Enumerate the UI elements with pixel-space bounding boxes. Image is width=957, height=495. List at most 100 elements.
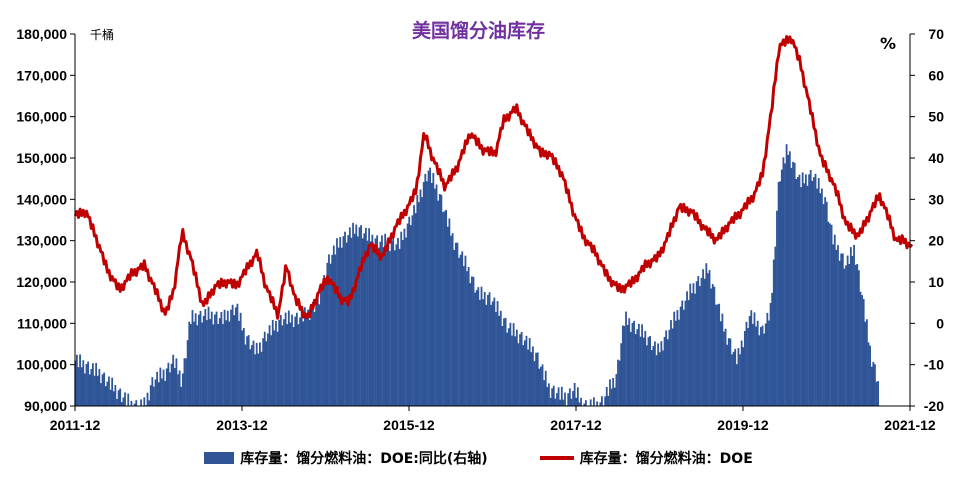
bar	[721, 313, 724, 406]
x-tick-label: 2015-12	[383, 417, 435, 433]
bar	[641, 324, 643, 406]
bar	[364, 227, 367, 406]
bar	[448, 218, 451, 406]
bar	[552, 385, 555, 406]
bar	[217, 323, 220, 406]
bar	[610, 388, 613, 406]
left-tick-label: 110,000	[17, 315, 67, 331]
bar	[747, 328, 749, 406]
bar	[792, 161, 794, 406]
bar	[684, 300, 687, 406]
bar	[687, 300, 690, 406]
bar	[247, 335, 250, 406]
bar	[453, 249, 456, 406]
bar	[845, 265, 847, 406]
bar	[352, 222, 354, 406]
bar	[366, 240, 369, 406]
right-tick-label: 20	[928, 233, 944, 249]
x-tick-label: 2017-12	[550, 417, 602, 433]
bar	[849, 247, 852, 406]
bar	[456, 242, 459, 406]
legend-item-line: 库存量：馏分燃料油：DOE	[539, 448, 753, 468]
bar	[305, 318, 308, 406]
bar	[173, 368, 176, 406]
bar	[241, 330, 244, 406]
bar	[371, 234, 374, 406]
bar	[729, 338, 732, 406]
line-series	[73, 35, 914, 320]
bar	[472, 276, 475, 406]
bar	[80, 367, 83, 406]
bar	[88, 374, 91, 406]
bar	[254, 354, 256, 406]
bar	[515, 329, 518, 406]
bar	[475, 290, 478, 406]
bar	[790, 167, 793, 406]
bar	[153, 386, 155, 406]
bar	[236, 303, 239, 406]
bar	[877, 381, 880, 406]
right-tick-label: 0	[936, 315, 944, 331]
bar	[835, 249, 838, 406]
bar	[286, 324, 289, 406]
x-tick-label: 2011-12	[50, 417, 101, 433]
bar	[177, 374, 179, 406]
bar	[488, 292, 491, 406]
bar	[796, 177, 799, 406]
bar	[538, 368, 541, 406]
bar	[870, 366, 873, 406]
bar	[498, 315, 501, 406]
bar	[715, 304, 717, 406]
bar	[321, 290, 324, 406]
bar	[708, 270, 711, 406]
bar	[101, 374, 104, 406]
bar	[829, 223, 831, 406]
bar	[862, 299, 865, 406]
bar	[275, 320, 277, 406]
bar	[793, 162, 796, 406]
bar	[827, 221, 830, 406]
bar	[650, 350, 653, 406]
bar	[874, 364, 876, 406]
bar	[700, 277, 703, 406]
bar	[840, 253, 843, 406]
bar	[466, 271, 468, 406]
bar	[726, 344, 729, 406]
bar	[193, 321, 195, 406]
bar	[833, 234, 836, 406]
bar	[557, 387, 560, 406]
bar	[310, 307, 313, 406]
bar	[270, 335, 273, 406]
bar	[477, 287, 480, 406]
bar	[703, 278, 706, 406]
bar	[100, 383, 102, 406]
bar	[633, 320, 635, 406]
bar	[347, 235, 350, 406]
bar	[120, 402, 123, 406]
bar	[751, 323, 754, 406]
bar	[381, 235, 383, 406]
bar	[578, 402, 581, 406]
bar	[837, 245, 839, 406]
bar	[745, 321, 748, 406]
bar	[724, 328, 727, 406]
bar	[785, 144, 788, 407]
bar	[315, 303, 318, 406]
bar	[408, 216, 411, 406]
bar	[284, 312, 287, 406]
bar	[686, 291, 688, 406]
bar	[262, 338, 265, 406]
bar	[607, 395, 610, 406]
bar	[294, 316, 297, 406]
bar	[300, 310, 303, 406]
bar	[390, 241, 393, 406]
bar	[665, 330, 668, 406]
bar	[760, 327, 762, 406]
bar	[798, 174, 801, 406]
bar	[403, 228, 406, 406]
bar	[543, 380, 546, 406]
bar	[503, 318, 505, 406]
bar	[93, 375, 96, 406]
bar	[674, 320, 677, 406]
bar	[185, 358, 187, 406]
